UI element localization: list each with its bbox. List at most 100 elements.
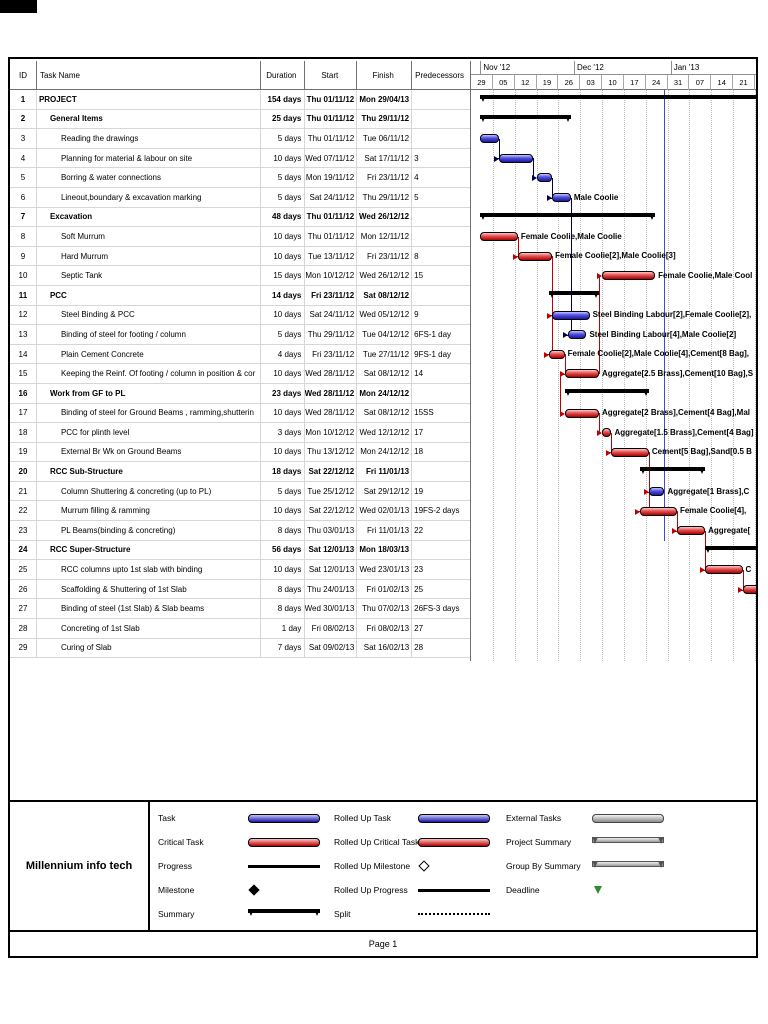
gantt-bar-task-19[interactable] xyxy=(611,447,649,457)
gantt-summary-bar-task-7[interactable] xyxy=(480,212,656,217)
task-row-22[interactable]: 22 Murrum filling & ramming 10 days Sat 22/… xyxy=(10,501,470,522)
gantt-bar-task-23[interactable] xyxy=(676,526,706,536)
gantt-bar-task-13[interactable] xyxy=(567,330,587,340)
task-9-finish: Fri 23/11/12 xyxy=(357,246,413,266)
gantt-bar-task-9[interactable] xyxy=(517,251,553,261)
link-8-9 xyxy=(517,236,519,257)
task-row-21[interactable]: 21 Column Shuttering & concreting (up to … xyxy=(10,481,470,502)
task-row-18[interactable]: 18 PCC for plinth level 3 days Mon 10/12/12… xyxy=(10,423,470,443)
gantt-bar-task-26[interactable] xyxy=(742,585,756,594)
chart-body: Male Coolie Female Coolie,Male Coolie Fema… xyxy=(471,90,756,661)
task-13-predecessors: 6FS-1 day xyxy=(414,329,452,339)
task-24-duration: 56 days xyxy=(261,540,306,560)
gantt-bar-task-17[interactable] xyxy=(564,408,599,418)
task-row-14[interactable]: 14 Plain Cement Concrete 4 days Fri 23/11/1… xyxy=(10,344,470,365)
gantt-bar-task-10[interactable] xyxy=(602,271,656,281)
column-header-predecessors[interactable]: Predecessors xyxy=(415,70,465,80)
gantt-summary-bar-task-2[interactable] xyxy=(480,114,571,119)
column-header-finish[interactable]: Finish xyxy=(357,61,413,89)
gantt-bar-task-22[interactable] xyxy=(639,506,677,516)
rolledup-task-bar xyxy=(418,813,490,823)
column-header-id[interactable]: ID xyxy=(10,61,37,89)
task-row-12[interactable]: 12 Steel Binding & PCC 10 days Sat 24/11/12… xyxy=(10,305,470,326)
link-arrowhead xyxy=(562,332,568,339)
gantt-bar-task-14[interactable] xyxy=(549,349,565,359)
gantt-summary-bar-task-20[interactable] xyxy=(639,467,706,472)
task-4-predecessors: 3 xyxy=(414,153,419,163)
task-row-13[interactable]: 13 Binding of steel for footing / column 5… xyxy=(10,325,470,345)
task-10-finish: Wed 26/12/12 xyxy=(357,266,413,285)
task-row-28[interactable]: 28 Concreting of 1st Slab 1 day Fri 08/02/1… xyxy=(10,619,470,639)
link-arrowhead xyxy=(544,351,550,358)
task-row-6[interactable]: 6 Lineout,boundary & excavation marking 5 … xyxy=(10,187,470,208)
gantt-bar-task-12[interactable] xyxy=(552,310,590,320)
task-12-predecessors: 9 xyxy=(414,310,419,320)
task-row-20[interactable]: 20 RCC Sub-Structure 18 days Sat 22/12/12 Fr… xyxy=(10,462,470,482)
gantt-summary-bar-task-16[interactable] xyxy=(564,389,649,393)
link-4-5 xyxy=(533,158,535,178)
rolledup-milestone-diamond xyxy=(418,860,430,872)
task-20-finish: Fri 11/01/13 xyxy=(357,462,413,481)
task-16-finish: Mon 24/12/12 xyxy=(357,383,413,403)
task-row-10[interactable]: 10 Septic Tank 15 days Mon 10/12/12 Wed 26/1… xyxy=(10,266,470,286)
task-row-1[interactable]: 1 PROJECT 154 days Thu 01/11/12 Mon 29/04/13 xyxy=(10,90,470,110)
gantt-bar-task-6[interactable] xyxy=(552,193,571,202)
legend-symbol-deadline-arrow xyxy=(592,882,602,898)
task-11-start: Fri 23/11/12 xyxy=(305,285,358,305)
gantt-summary-bar-task-24[interactable] xyxy=(705,545,756,550)
task-row-26[interactable]: 26 Scaffolding & Shuttering of 1st Slab 8 … xyxy=(10,579,470,600)
column-header-task-name[interactable]: Task Name xyxy=(37,61,262,89)
task-row-2[interactable]: 2 General Items 25 days Thu 01/11/12 Thu 29/… xyxy=(10,109,470,130)
legend-symbol-critical-bar xyxy=(248,834,320,850)
task-row-24[interactable]: 24 RCC Super-Structure 56 days Sat 12/01/13… xyxy=(10,540,470,561)
task-5-id: 5 xyxy=(10,168,37,187)
summary-bar xyxy=(248,908,320,920)
gantt-summary-bar-task-11[interactable] xyxy=(549,291,599,295)
legend-text: External Tasks xyxy=(506,813,562,823)
legend-symbol-rolledup-critical-bar xyxy=(418,834,490,850)
task-3-finish: Tue 06/11/12 xyxy=(357,129,413,148)
gantt-bar-task-18[interactable] xyxy=(602,428,612,438)
summary-end-marker xyxy=(699,467,706,475)
task-row-19[interactable]: 19 External Br Wk on Ground Beams 10 days T… xyxy=(10,442,470,463)
task-row-25[interactable]: 25 RCC columns upto 1st slab with binding… xyxy=(10,560,470,580)
column-header-start[interactable]: Start xyxy=(305,61,358,89)
task-8-id: 8 xyxy=(10,227,37,246)
gantt-bar-task-5[interactable] xyxy=(536,173,553,183)
bar-label-task-12: Steel Binding Labour[2],Female Coolie[2]… xyxy=(592,310,752,320)
link-5-6 xyxy=(552,177,554,198)
gantt-summary-bar-task-1[interactable] xyxy=(480,95,756,99)
task-row-27[interactable]: 27 Binding of steel (1st Slab) & Slab bea… xyxy=(10,599,470,620)
task-29-name: Curing of Slab xyxy=(37,638,262,658)
task-row-9[interactable]: 9 Hard Murrum 10 days Tue 13/11/12 Fri 23/11… xyxy=(10,246,470,267)
summary-bar-line xyxy=(248,909,320,913)
link-22-23 xyxy=(676,511,678,531)
task-7-name: Excavation xyxy=(37,207,262,227)
gantt-bar-task-25[interactable] xyxy=(705,565,743,575)
task-row-16[interactable]: 16 Work from GF to PL 23 days Wed 28/11/12 M… xyxy=(10,383,470,404)
task-17-duration: 10 days xyxy=(261,403,306,423)
task-table-header: ID Task Name Duration Start Finish Prede… xyxy=(10,61,470,90)
task-row-11[interactable]: 11 PCC 14 days Fri 23/11/12 Sat 08/12/12 xyxy=(10,285,470,306)
task-row-29[interactable]: 29 Curing of Slab 7 days Sat 09/02/13 Sat 16… xyxy=(10,638,470,659)
gantt-bar-task-8[interactable] xyxy=(480,232,518,242)
task-row-8[interactable]: 8 Soft Murrum 10 days Thu 01/11/12 Mon 12/11… xyxy=(10,227,470,247)
legend-text: Project Summary xyxy=(506,837,572,847)
gantt-bar-task-15[interactable] xyxy=(564,369,599,379)
task-2-start: Thu 01/11/12 xyxy=(305,109,358,129)
task-18-duration: 3 days xyxy=(261,423,306,442)
task-row-7[interactable]: 7 Excavation 48 days Thu 01/11/12 Wed 26/12/… xyxy=(10,207,470,228)
gantt-bar-task-4[interactable] xyxy=(499,153,534,163)
task-row-17[interactable]: 17 Binding of steel for Ground Beams , ra… xyxy=(10,403,470,424)
task-row-15[interactable]: 15 Keeping the Reinf. Of footing / column… xyxy=(10,364,470,384)
task-5-start: Mon 19/11/12 xyxy=(305,168,358,187)
legend-text: Summary xyxy=(158,909,195,919)
task-row-23[interactable]: 23 PL Beams(binding & concreting) 8 days Th… xyxy=(10,521,470,541)
task-row-3[interactable]: 3 Reading the drawings 5 days Thu 01/11/12 T… xyxy=(10,129,470,149)
gantt-bar-task-3[interactable] xyxy=(480,134,500,144)
task-row-4[interactable]: 4 Planning for material & labour on site 1… xyxy=(10,148,470,169)
task-row-5[interactable]: 5 Borring & water connections 5 days Mon 19… xyxy=(10,168,470,188)
gantt-bar-task-21[interactable] xyxy=(648,487,665,496)
column-header-duration[interactable]: Duration xyxy=(261,61,306,89)
task-19-finish: Mon 24/12/12 xyxy=(357,442,413,462)
